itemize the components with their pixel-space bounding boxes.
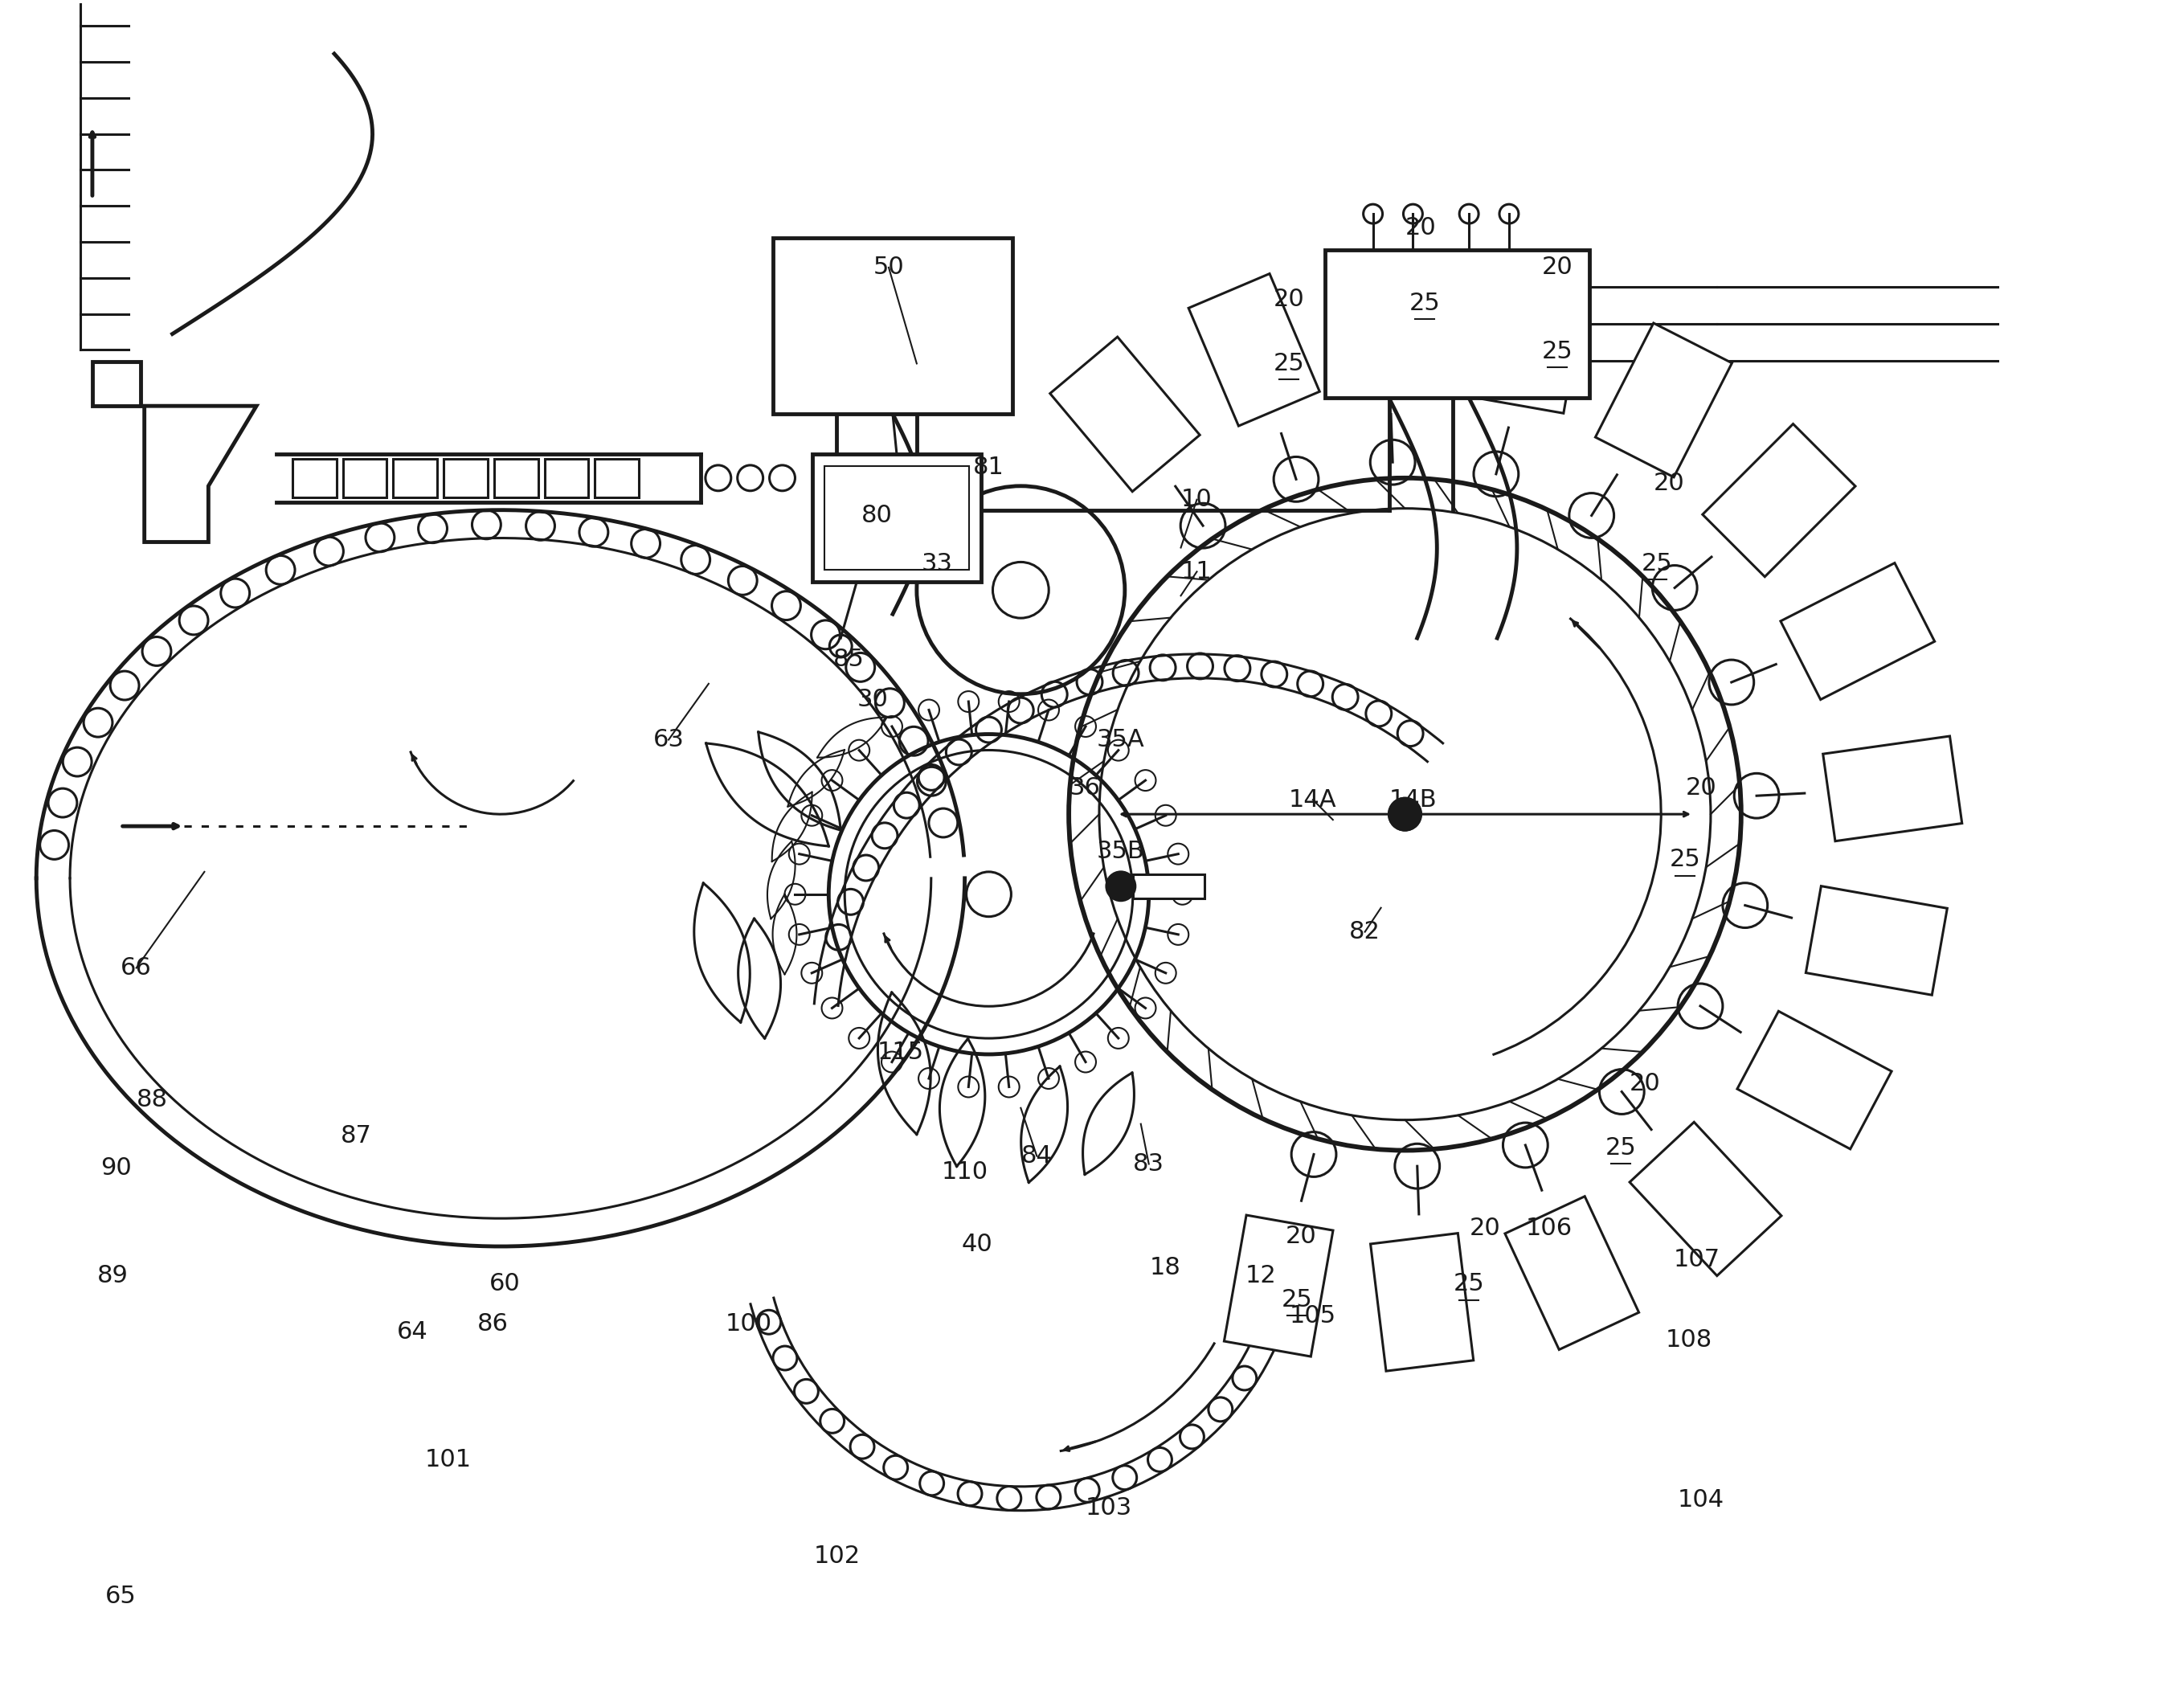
Text: 20: 20 [1286, 1224, 1317, 1248]
Circle shape [1107, 871, 1136, 900]
Polygon shape [1736, 1012, 1891, 1150]
Polygon shape [1223, 1216, 1332, 1357]
Text: 63: 63 [653, 728, 684, 752]
Text: 40: 40 [961, 1233, 992, 1255]
Text: 84: 84 [1022, 1144, 1053, 1168]
Text: 115: 115 [878, 1041, 924, 1063]
Bar [544, 458, 587, 498]
Text: 100: 100 [725, 1313, 771, 1336]
Text: 90: 90 [100, 1156, 131, 1180]
Text: 25: 25 [1409, 292, 1441, 316]
Text: 108: 108 [1666, 1328, 1712, 1352]
Circle shape [1389, 798, 1422, 830]
Bar [594, 458, 640, 498]
Text: 81: 81 [974, 457, 1005, 479]
Text: 14A: 14A [1289, 788, 1337, 812]
Bar [393, 458, 437, 498]
Text: 20: 20 [1273, 289, 1304, 311]
Text: 30: 30 [856, 688, 889, 711]
Text: 12: 12 [1245, 1265, 1275, 1287]
Text: 105: 105 [1289, 1304, 1337, 1328]
Text: 85: 85 [832, 649, 865, 671]
Text: 102: 102 [812, 1545, 860, 1567]
Polygon shape [1704, 424, 1856, 577]
Text: 35B: 35B [1096, 841, 1144, 864]
Text: 66: 66 [120, 956, 153, 980]
Text: 25: 25 [1273, 351, 1304, 375]
Text: 18: 18 [1149, 1257, 1179, 1280]
Bar [293, 458, 336, 498]
Bar [826, 465, 970, 571]
Text: 89: 89 [96, 1265, 129, 1287]
Text: 60: 60 [489, 1272, 520, 1296]
Bar [343, 458, 387, 498]
Text: 25: 25 [1669, 849, 1701, 871]
Text: 20: 20 [1404, 216, 1437, 239]
Text: 20: 20 [1470, 1216, 1500, 1240]
Polygon shape [1629, 1122, 1782, 1275]
Bar [1133, 874, 1206, 898]
Polygon shape [1780, 564, 1935, 700]
Bar [92, 362, 140, 406]
Text: 10: 10 [1182, 487, 1212, 511]
Polygon shape [1824, 737, 1961, 841]
Text: 25: 25 [1642, 552, 1673, 576]
Polygon shape [1476, 272, 1586, 413]
Text: 101: 101 [426, 1448, 472, 1472]
Text: 33: 33 [922, 552, 952, 576]
Polygon shape [1337, 258, 1439, 396]
Text: 64: 64 [397, 1321, 428, 1343]
Text: 20: 20 [1653, 472, 1684, 496]
Text: 20: 20 [1629, 1071, 1660, 1095]
Text: 25: 25 [1542, 340, 1572, 363]
Text: 107: 107 [1673, 1248, 1721, 1272]
Polygon shape [1594, 323, 1732, 477]
Text: 25: 25 [1282, 1289, 1313, 1311]
Text: 65: 65 [105, 1584, 135, 1608]
Text: 103: 103 [1085, 1496, 1131, 1520]
Bar [773, 238, 1013, 414]
Bar [443, 458, 487, 498]
Text: 50: 50 [874, 256, 904, 278]
Text: 80: 80 [860, 504, 893, 528]
Polygon shape [1505, 1197, 1638, 1350]
Bar [1326, 250, 1590, 397]
Text: 86: 86 [476, 1313, 509, 1336]
Text: 82: 82 [1350, 920, 1380, 944]
Text: 36: 36 [1070, 776, 1101, 800]
Text: 14B: 14B [1389, 788, 1437, 812]
Text: 20: 20 [1542, 256, 1572, 278]
Bar [812, 453, 981, 582]
Polygon shape [1188, 273, 1319, 426]
Polygon shape [1806, 886, 1948, 995]
Polygon shape [1372, 1233, 1474, 1370]
Text: 25: 25 [1452, 1272, 1485, 1296]
Text: 104: 104 [1677, 1489, 1725, 1511]
Text: 20: 20 [1686, 776, 1717, 800]
Circle shape [1114, 878, 1129, 895]
Text: 87: 87 [341, 1124, 371, 1148]
Text: 110: 110 [941, 1160, 987, 1184]
Text: 88: 88 [138, 1088, 168, 1112]
Text: 35A: 35A [1096, 728, 1144, 752]
Text: 83: 83 [1133, 1153, 1164, 1175]
Text: 106: 106 [1527, 1216, 1572, 1240]
Text: 25: 25 [1605, 1136, 1636, 1160]
Text: 11: 11 [1182, 560, 1212, 584]
Polygon shape [1051, 336, 1199, 492]
Bar [494, 458, 537, 498]
